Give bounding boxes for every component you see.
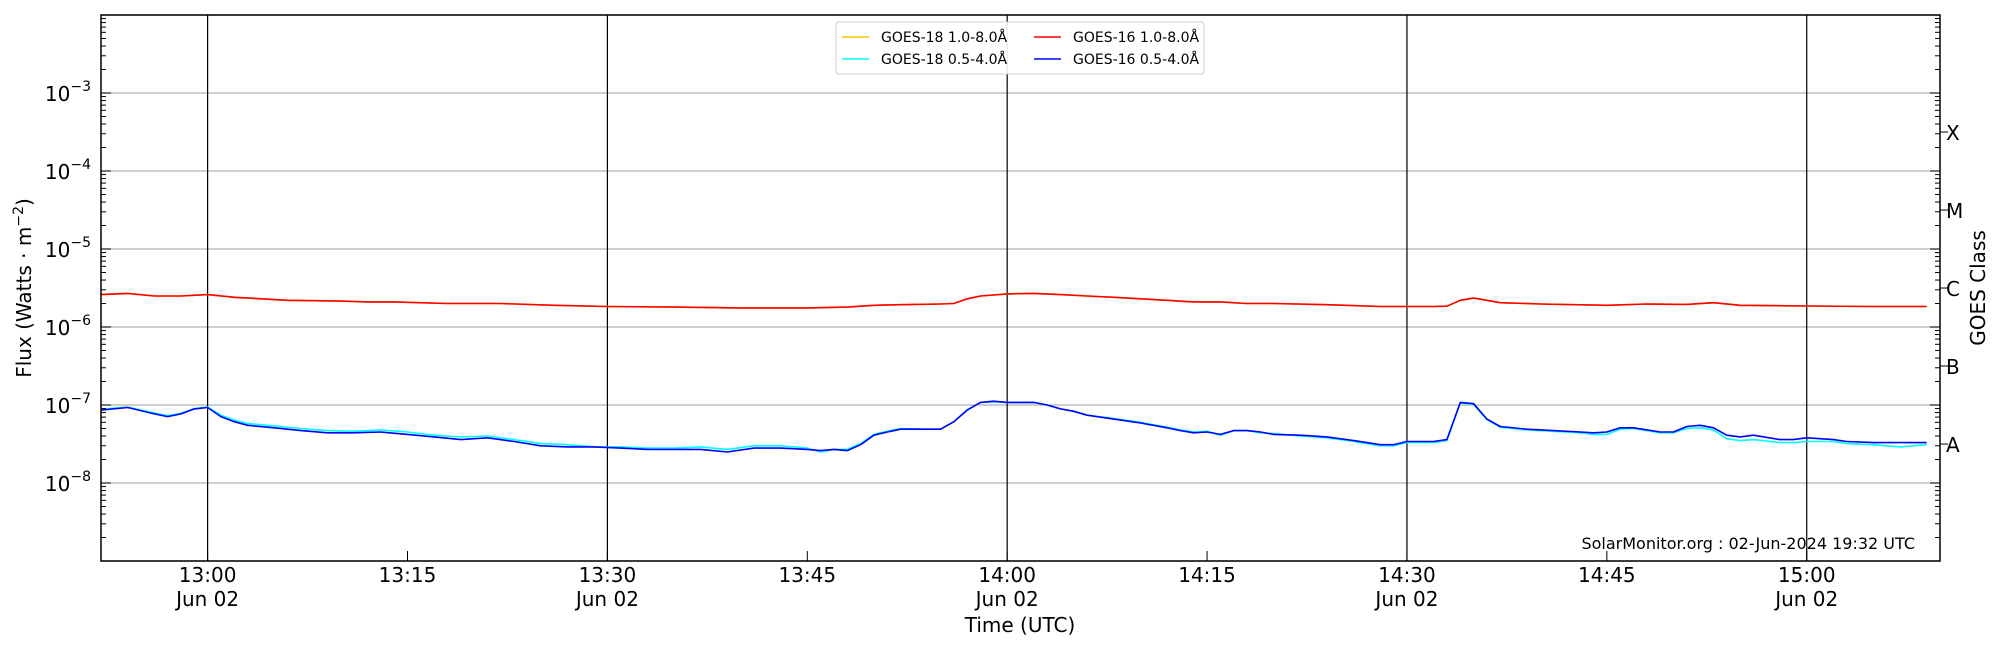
goes-class-axis-label: GOES Class	[1966, 230, 1990, 346]
x-tick-label: 13:30	[579, 563, 637, 587]
x-tick-date: Jun 02	[1373, 587, 1438, 611]
y-tick-base: 10	[45, 472, 70, 496]
legend-box	[835, 21, 1205, 75]
goes-class-label-C: C	[1946, 277, 1960, 301]
vertical-day-lines	[207, 15, 1808, 561]
y-tick-exponent: −4	[70, 157, 91, 173]
legend: GOES-18 1.0-8.0Å GOES-18 0.5-4.0Å GOES-16 …	[835, 21, 1205, 75]
x-tick-date: Jun 02	[974, 587, 1039, 611]
x-tick-date: Jun 02	[1773, 587, 1838, 611]
y-tick-base: 10	[45, 160, 70, 184]
x-tick-label: 13:15	[379, 563, 437, 587]
y-tick-label: 10−6	[45, 313, 91, 340]
legend-label: GOES-18 0.5-4.0Å	[881, 51, 1007, 68]
x-tick-label: 15:00	[1778, 563, 1836, 587]
y-tick-base: 10	[45, 316, 70, 340]
y-tick-exponent: −3	[70, 79, 91, 95]
y-tick-label: 10−7	[45, 391, 91, 418]
legend-label: GOES-18 1.0-8.0Å	[881, 29, 1007, 46]
x-axis-label: Time (UTC)	[964, 613, 1076, 637]
y-tick-exponent: −8	[70, 469, 91, 485]
x-tick-date: Jun 02	[574, 587, 639, 611]
y-axis-label-text: Flux (Watts · m	[12, 227, 36, 378]
y-tick-label: 10−3	[45, 79, 91, 106]
x-tick-label: 13:00	[179, 563, 237, 587]
goes-class-label-A: A	[1946, 433, 1960, 457]
plot-frame	[100, 14, 1941, 562]
x-tick-label: 13:45	[778, 563, 836, 587]
y-tick-exponent: −5	[70, 235, 91, 251]
y-tick-exponent: −7	[70, 391, 91, 407]
goes-class-label-M: M	[1946, 199, 1963, 223]
watermark: SolarMonitor.org : 02-Jun-2024 19:32 UTC	[1581, 534, 1915, 553]
y-tick-base: 10	[45, 82, 70, 106]
x-tick-label: 14:15	[1178, 563, 1236, 587]
y-tick-exponent: −6	[70, 313, 91, 329]
y-tick-label: 10−5	[45, 235, 91, 262]
grid	[101, 14, 1940, 562]
x-tick-label: 14:30	[1378, 563, 1436, 587]
series-line-2	[100, 400, 1927, 453]
goes-class-label-X: X	[1946, 121, 1960, 145]
y-axis-label-exponent: −2	[11, 206, 27, 227]
x-tick-label: 14:45	[1578, 563, 1636, 587]
goes-class-label-B: B	[1946, 355, 1960, 379]
axis-ticks	[101, 18, 1948, 562]
series-line-3	[100, 400, 1927, 453]
series-line-1	[100, 292, 1927, 309]
y-axis-label-close: )	[12, 198, 36, 206]
y-tick-label: 10−8	[45, 469, 91, 496]
legend-label: GOES-16 0.5-4.0Å	[1073, 51, 1199, 68]
y-axis-label: Flux (Watts · m−2)	[11, 198, 36, 378]
series-line-0	[100, 292, 1927, 309]
legend-label: GOES-16 1.0-8.0Å	[1073, 29, 1199, 46]
series-lines	[100, 292, 1927, 453]
y-tick-base: 10	[45, 394, 70, 418]
x-tick-date: Jun 02	[174, 587, 239, 611]
y-tick-base: 10	[45, 238, 70, 262]
y-tick-label: 10−4	[45, 157, 91, 184]
x-tick-label: 14:00	[978, 563, 1036, 587]
